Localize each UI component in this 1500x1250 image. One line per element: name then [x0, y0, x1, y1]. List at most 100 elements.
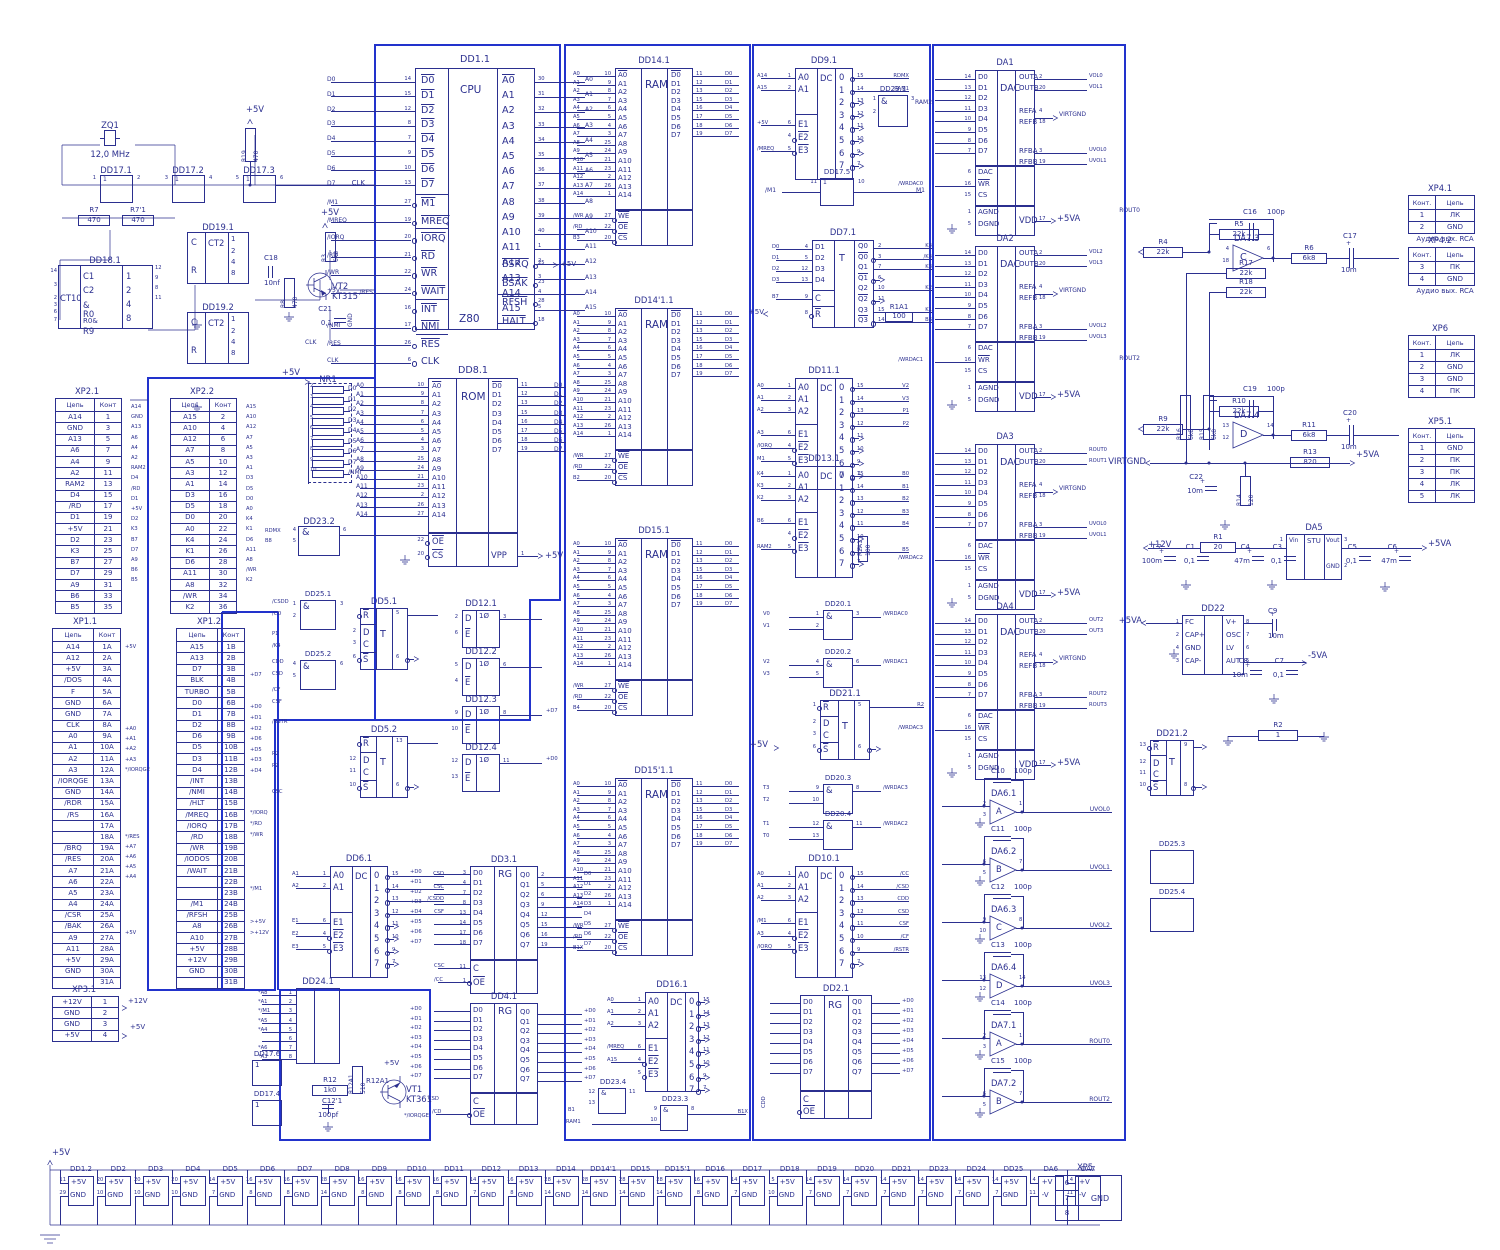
connector-cell: 27A	[93, 932, 121, 945]
wire	[577, 811, 615, 813]
connector-cell: /BRQ	[52, 842, 94, 855]
rom-data-D3: D3	[492, 409, 502, 418]
transistor-type: KT315	[332, 291, 358, 301]
pin-num: 3	[787, 495, 791, 501]
resistor-ref: R6	[1304, 243, 1314, 252]
net-label-/K4: /K4	[923, 253, 932, 260]
resistor-value: 470	[292, 296, 299, 308]
ic-body-rom-ctrl	[428, 533, 518, 567]
wire	[577, 880, 615, 882]
connector-row: A15 2	[170, 411, 237, 424]
wire	[853, 451, 859, 452]
pin-num: 11	[349, 768, 356, 774]
pin-num: 40	[538, 228, 545, 234]
gate-ref-DD17.1: DD17.1	[100, 165, 132, 175]
cpu-ctrl-WR: WR	[421, 268, 438, 280]
net-label-D3: D3	[327, 120, 336, 128]
wire	[577, 640, 615, 642]
divider	[817, 378, 818, 490]
ram-addr-A6: A6	[618, 362, 628, 371]
wire	[361, 752, 376, 753]
resistor-value: 6k8	[1211, 428, 1218, 440]
wire	[813, 306, 834, 307]
power-block-ref-DD9: DD9	[371, 1165, 388, 1173]
cpu-ctrl-CLK: CLK	[421, 356, 440, 368]
resistor-ref: R18	[1239, 277, 1253, 286]
pin-num: 20	[1039, 629, 1046, 635]
cpu-ctrl-RFSH: RFSH	[502, 297, 528, 308]
wire	[993, 1010, 1011, 1011]
net-label-A15: A15	[607, 1057, 618, 1063]
dac-data-D4: D4	[978, 291, 988, 300]
net-label: +5V	[327, 287, 340, 294]
rom-addr-A1: A1	[432, 391, 442, 400]
net-label: +D7	[902, 1068, 914, 1074]
pin-num: 5	[982, 1102, 986, 1108]
capacitor-ref: C1	[1185, 543, 1195, 551]
net-label-V3: V3	[902, 395, 909, 402]
connector-cell: 15A	[93, 797, 121, 811]
wire	[770, 1043, 800, 1044]
dac-outb: OUTB	[1019, 84, 1039, 92]
cap-ref-C15: C15	[991, 1057, 1005, 1065]
power-block-DD21	[888, 1176, 915, 1206]
net-label: ROUT2	[1089, 691, 1107, 697]
pin-num: 23	[417, 483, 424, 490]
inversion-bubble	[850, 89, 856, 95]
wire	[1011, 954, 1023, 955]
rg-clock: C	[803, 1094, 809, 1104]
connector-cell: A12	[52, 652, 94, 665]
signal-arrow	[121, 1005, 128, 1011]
decoder-enable-E1: E1	[798, 429, 809, 439]
gate-symbol: &	[881, 96, 888, 106]
connector-cell: 27	[94, 556, 122, 569]
inversion-bubble	[611, 457, 618, 463]
ram-addr-A0: A0	[618, 71, 628, 79]
ic-body-DD15.1-ctrl	[615, 680, 693, 716]
connector-table: +12V 1 GND 2 GND 3 +5V 4	[52, 995, 119, 1042]
gate-symbol: &	[601, 1089, 607, 1097]
cap-ref: C16	[1243, 208, 1257, 216]
ff-output-Q3: Q3	[858, 316, 868, 325]
cpu-ctrl-RES: RES	[421, 338, 440, 350]
transistor-ref: VT2	[332, 281, 349, 291]
net-label: /WRDAC0	[898, 180, 923, 187]
rg-input-D1: D1	[803, 1008, 813, 1016]
divider	[667, 920, 668, 956]
pin-num: 19	[696, 371, 703, 378]
wire	[1186, 273, 1226, 274]
pin-num: 2	[787, 883, 791, 889]
wire	[935, 474, 975, 476]
wire	[693, 359, 739, 360]
power-rail-pos: +5V	[145, 1178, 161, 1186]
net-label: +A4	[125, 874, 137, 880]
pin-num: 4	[787, 531, 791, 537]
wire	[408, 615, 438, 616]
power-rail-neg: GND	[778, 1191, 795, 1199]
pin-num: 16	[506, 1177, 514, 1183]
net-label: /RD	[131, 485, 141, 492]
pin-num: 9	[155, 275, 159, 281]
connector-row: A9 27A	[52, 932, 121, 945]
pin-num: 27	[604, 683, 611, 689]
dac-agnd: AGND	[978, 582, 999, 590]
ram-addr-A11: A11	[618, 405, 632, 414]
wire	[1253, 223, 1254, 241]
wire	[789, 791, 823, 792]
ic-body-DD12.3	[462, 706, 500, 744]
inversion-bubble	[405, 658, 411, 664]
net-label-B6: B6	[925, 317, 932, 324]
wire	[984, 894, 985, 922]
wire	[507, 1183, 516, 1184]
net-label-A7: A7	[573, 371, 580, 378]
net-label-D2: D2	[725, 558, 733, 565]
wire	[538, 1062, 582, 1063]
pin-num: 3	[1344, 537, 1348, 543]
pin-num: 10	[1139, 782, 1146, 788]
rg-input-D4: D4	[473, 1044, 483, 1053]
connector-cell: 33	[94, 590, 122, 603]
wire	[619, 1183, 628, 1184]
connector-cell: 3	[1408, 373, 1436, 386]
pin-num: 22	[604, 694, 611, 700]
pin-num: 15	[696, 336, 703, 343]
